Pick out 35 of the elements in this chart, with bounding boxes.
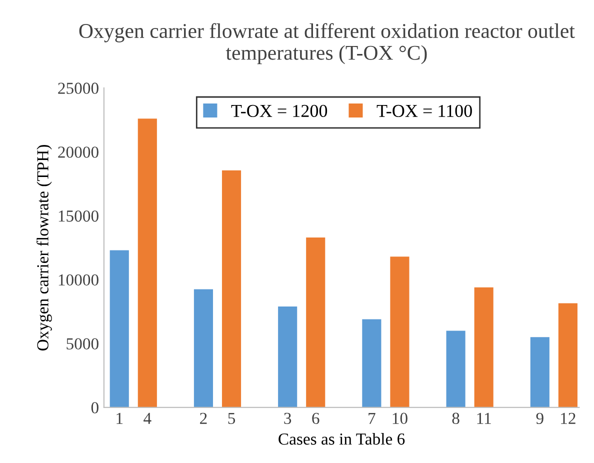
legend-label: T-OX = 1200 bbox=[231, 104, 328, 118]
x-tick-label: 4 bbox=[144, 412, 152, 424]
bar bbox=[390, 256, 410, 408]
bar bbox=[194, 289, 214, 408]
y-tick-label: 20000 bbox=[58, 146, 98, 158]
bar bbox=[362, 319, 382, 408]
x-tick-label: 9 bbox=[536, 412, 544, 424]
x-tick-label: 1 bbox=[116, 412, 123, 424]
x-tick-label: 5 bbox=[228, 412, 236, 424]
bar bbox=[278, 306, 298, 408]
x-axis-title: Cases as in Table 6 bbox=[278, 432, 405, 445]
bar bbox=[446, 330, 466, 408]
bar bbox=[110, 250, 129, 408]
chart-title: Oxygen carrier flowrate at different oxidation reactor outlet temperatures (T-OX °C) bbox=[79, 23, 575, 64]
bar bbox=[558, 303, 578, 408]
bar bbox=[474, 287, 494, 408]
x-tick-label: 7 bbox=[368, 412, 376, 424]
y-tick-label: 10000 bbox=[58, 274, 98, 286]
bar bbox=[530, 337, 550, 408]
y-tick-label: 25000 bbox=[58, 82, 98, 94]
bar bbox=[138, 118, 157, 408]
y-axis-title: Oxygen carrier flowrate (TPH) bbox=[36, 145, 52, 350]
x-tick-label: 8 bbox=[452, 412, 460, 424]
bar bbox=[222, 170, 242, 408]
x-tick-label: 2 bbox=[200, 412, 207, 424]
y-tick-label: 0 bbox=[91, 402, 98, 414]
x-tick-label: 3 bbox=[284, 412, 292, 424]
x-tick-label: 6 bbox=[312, 412, 320, 424]
y-tick-label: 15000 bbox=[58, 210, 98, 222]
x-tick-label: 10 bbox=[392, 412, 408, 424]
x-tick-label: 11 bbox=[477, 412, 491, 424]
legend-label: T-OX = 1100 bbox=[376, 104, 472, 118]
bar bbox=[306, 237, 326, 408]
y-tick-label: 5000 bbox=[66, 338, 98, 350]
x-tick-label: 12 bbox=[561, 412, 576, 424]
